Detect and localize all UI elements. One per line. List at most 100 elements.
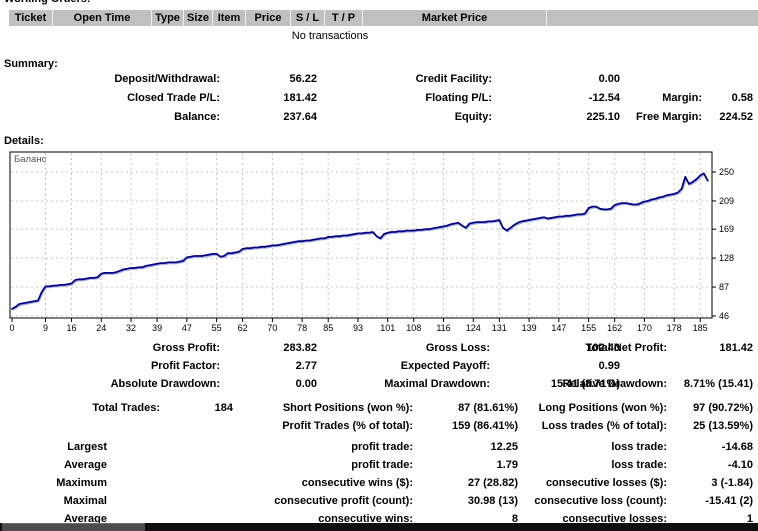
stat-label: Relative Drawdown: — [562, 378, 667, 390]
stat-label: loss trade: — [611, 459, 667, 471]
svg-text:85: 85 — [323, 323, 333, 333]
svg-text:139: 139 — [522, 323, 537, 333]
stat-label: consecutive profit (count): — [274, 495, 413, 507]
stats-row: Maximal consecutive profit (count): 30.9… — [0, 495, 758, 509]
scrollbar-thumb[interactable] — [2, 523, 145, 531]
stat-label: Total Trades: — [92, 402, 160, 414]
column-header-filler — [547, 10, 758, 26]
svg-text:124: 124 — [466, 323, 481, 333]
working-orders-title: Working Orders: — [4, 0, 91, 5]
stat-label: loss trade: — [611, 441, 667, 453]
stats-row: Total Trades: 184 Short Positions (won %… — [0, 402, 758, 416]
svg-text:101: 101 — [380, 323, 395, 333]
stat-label: Profit Factor: — [150, 360, 220, 372]
column-header-item: Item — [213, 10, 246, 26]
summary-title: Summary: — [4, 58, 58, 70]
stat-label: consecutive wins: — [318, 513, 413, 525]
stat-value: -15.41 (2) — [705, 495, 753, 507]
stat-label: Margin: — [662, 92, 702, 104]
svg-text:47: 47 — [182, 323, 192, 333]
stat-label: Gross Loss: — [425, 342, 490, 354]
stat-label: consecutive losses: — [562, 513, 667, 525]
no-transactions-message: No transactions — [291, 30, 369, 42]
stat-label: consecutive loss (count): — [534, 495, 667, 507]
stat-value: 225.10 — [586, 111, 620, 123]
stat-label: consecutive losses ($): — [545, 477, 667, 489]
stat-value: 27 (28.82) — [467, 477, 518, 489]
svg-text:178: 178 — [667, 323, 682, 333]
stat-value: 3 (-1.84) — [711, 477, 753, 489]
stat-value: 15.41 (8.71%) — [550, 378, 620, 390]
stats-row: Maximum consecutive wins ($): 27 (28.82)… — [0, 477, 758, 491]
stats-row: Profit Factor: 2.77 Expected Payoff: 0.9… — [0, 360, 758, 374]
stat-value: 97 (90.72%) — [693, 402, 753, 414]
stat-value: 283.82 — [283, 342, 317, 354]
stat-label: Balance: — [174, 111, 220, 123]
stats-row: Gross Profit: 283.82 Gross Loss: 102.40 … — [0, 342, 758, 356]
stat-value: 0.58 — [731, 92, 753, 104]
stat-value: 30.98 (13) — [467, 495, 518, 507]
stat-label: Average — [63, 459, 107, 471]
horizontal-scrollbar[interactable] — [0, 523, 758, 531]
svg-text:162: 162 — [607, 323, 622, 333]
stat-value: 102.40 — [586, 342, 620, 354]
stat-value: 0.00 — [295, 378, 317, 390]
svg-text:78: 78 — [297, 323, 307, 333]
stat-label: Total Net Profit: — [585, 342, 667, 354]
stat-label: Long Positions (won %): — [538, 402, 667, 414]
svg-text:55: 55 — [212, 323, 222, 333]
svg-text:250: 250 — [719, 167, 734, 177]
stat-label: Floating P/L: — [425, 92, 492, 104]
stat-label: profit trade: — [351, 441, 413, 453]
stat-label: Closed Trade P/L: — [127, 92, 220, 104]
svg-text:70: 70 — [267, 323, 277, 333]
stat-label: Profit Trades (% of total): — [282, 420, 413, 432]
stat-value: 0.99 — [598, 360, 620, 372]
stat-label: Maximum — [56, 477, 107, 489]
stat-value: 0.00 — [598, 73, 620, 85]
stat-value: 12.25 — [490, 441, 518, 453]
column-header-size: Size — [184, 10, 213, 26]
summary-row: Deposit/Withdrawal: 56.22 Credit Facilit… — [0, 73, 758, 87]
column-header-ticket: Ticket — [9, 10, 53, 26]
svg-text:209: 209 — [719, 196, 734, 206]
svg-text:46: 46 — [719, 311, 729, 321]
stat-label: Deposit/Withdrawal: — [114, 73, 220, 85]
svg-text:155: 155 — [581, 323, 596, 333]
stat-label: Average — [63, 513, 107, 525]
svg-text:93: 93 — [353, 323, 363, 333]
svg-text:128: 128 — [719, 253, 734, 263]
stat-value: 237.64 — [283, 111, 317, 123]
working-orders-table-header: Ticket Open Time Type Size Item Price S … — [9, 10, 758, 26]
stat-value: 159 (86.41%) — [451, 420, 518, 432]
svg-text:62: 62 — [238, 323, 248, 333]
stat-label: profit trade: — [351, 459, 413, 471]
column-header-open-time: Open Time — [53, 10, 152, 26]
details-title: Details: — [4, 135, 44, 147]
stat-value: 25 (13.59%) — [693, 420, 753, 432]
stat-label: Short Positions (won %): — [282, 402, 413, 414]
svg-text:9: 9 — [43, 323, 48, 333]
stat-label: Largest — [67, 441, 107, 453]
stat-label: Free Margin: — [635, 111, 702, 123]
stat-value: 181.42 — [283, 92, 317, 104]
svg-text:32: 32 — [126, 323, 136, 333]
stat-value: -4.10 — [727, 459, 753, 471]
stat-label: Maximal — [63, 495, 107, 507]
stat-value: -14.68 — [721, 441, 753, 453]
stats-row: Average profit trade: 1.79 loss trade: -… — [0, 459, 758, 473]
svg-text:87: 87 — [719, 282, 729, 292]
stat-label: Expected Payoff: — [400, 360, 490, 372]
svg-text:Баланс: Баланс — [14, 154, 47, 165]
svg-text:24: 24 — [96, 323, 106, 333]
column-header-sl: S / L — [291, 10, 325, 26]
stats-row: Absolute Drawdown: 0.00 Maximal Drawdown… — [0, 378, 758, 392]
summary-row: Balance: 237.64 Equity: 225.10 Free Marg… — [0, 111, 758, 125]
stat-label: Absolute Drawdown: — [110, 378, 220, 390]
svg-text:169: 169 — [719, 224, 734, 234]
column-header-market-price: Market Price — [363, 10, 547, 26]
svg-text:147: 147 — [551, 323, 566, 333]
stat-value: 1 — [746, 513, 753, 525]
svg-text:170: 170 — [637, 323, 652, 333]
